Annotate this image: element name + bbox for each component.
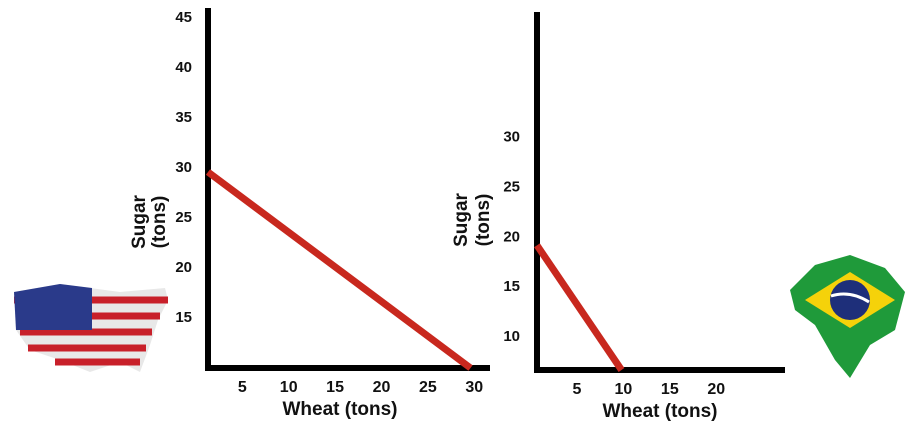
- x-axis-title: Wheat (tons): [602, 401, 717, 422]
- x-tick-label: 20: [373, 379, 391, 396]
- y-axis-title: Sugar: [451, 192, 472, 246]
- y-tick-label: 20: [503, 228, 520, 245]
- y-tick-label: 25: [503, 178, 520, 195]
- x-tick-label: 5: [572, 381, 581, 398]
- y-tick-label: 15: [175, 309, 192, 326]
- y-tick-label: 10: [503, 328, 520, 345]
- page: 15 20 25 30 35 40 45 5 10 15 20 25 30 Wheat (tons) Sug…: [0, 0, 908, 425]
- x-tick-label: 15: [661, 381, 679, 398]
- ppf-line: [537, 245, 622, 370]
- x-tick-label: 20: [707, 381, 725, 398]
- y-tick-label: 45: [175, 9, 192, 26]
- y-tick-label: 25: [175, 209, 192, 226]
- y-tick-label: 15: [503, 278, 520, 295]
- y-axis-title: Sugar: [129, 194, 150, 248]
- y-axis-title: (tons): [149, 196, 170, 249]
- x-tick-label: 15: [326, 379, 344, 396]
- chart: 15 20 25 30 35 40 45 5 10 15 20 25 30 Wheat (tons) Sug…: [0, 0, 908, 425]
- x-tick-label: 10: [280, 379, 298, 396]
- y-tick-label: 35: [175, 109, 192, 126]
- x-tick-label: 25: [419, 379, 437, 396]
- y-tick-label: 40: [175, 59, 192, 76]
- x-axis-title: Wheat (tons): [282, 399, 397, 420]
- y-tick-label: 30: [175, 159, 192, 176]
- y-tick-label: 20: [175, 259, 192, 276]
- y-axis-title: (tons): [473, 194, 494, 247]
- ppf-line: [208, 172, 471, 368]
- brazil-flag: [790, 255, 905, 378]
- usa-flag: [14, 284, 168, 372]
- y-tick-label: 30: [503, 129, 520, 146]
- x-tick-label: 10: [614, 381, 632, 398]
- x-tick-label: 30: [465, 379, 483, 396]
- x-tick-label: 5: [238, 379, 247, 396]
